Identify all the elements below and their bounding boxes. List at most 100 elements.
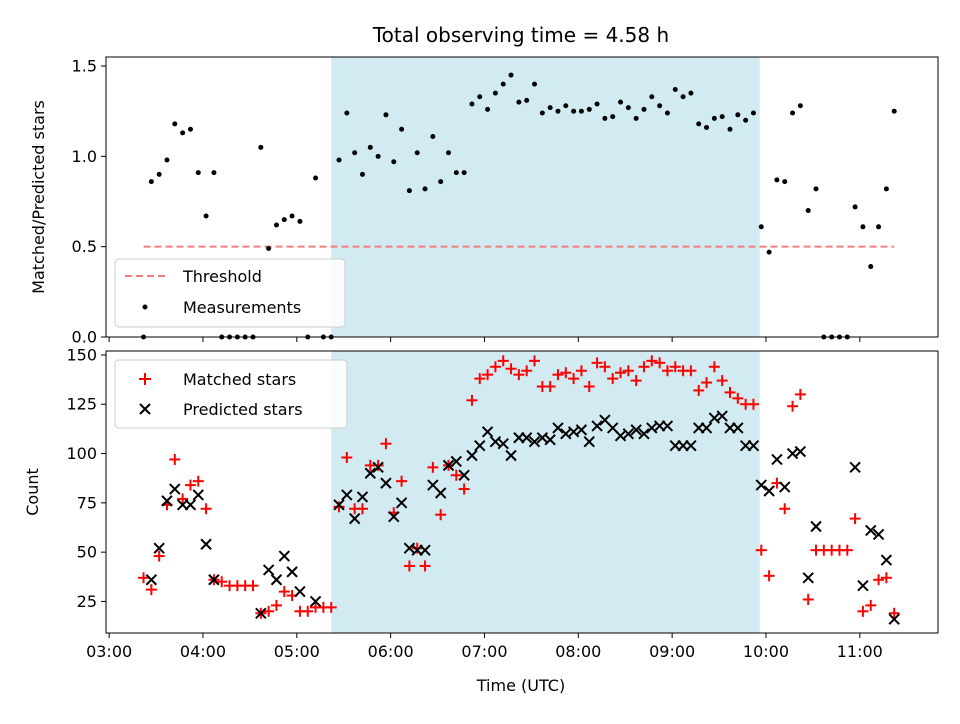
ratio-legend-box: [114, 258, 346, 328]
observing-interval-shade-bottom: [331, 351, 760, 633]
predicted-stars-point: [872, 528, 885, 541]
measurement-point: [618, 99, 624, 105]
predicted-stars-point: [528, 436, 541, 448]
matched-stars-point: [693, 384, 705, 396]
x-tick-label: 06:00: [368, 642, 414, 661]
measurement-point: [273, 222, 279, 228]
matched-stars-point: [630, 375, 642, 387]
matched-stars-point: [403, 560, 415, 572]
matched-stars-point: [356, 503, 368, 515]
measurement-point: [211, 170, 217, 176]
measurement-point: [180, 130, 186, 136]
measurements-series: [141, 72, 897, 340]
measurement-point: [641, 106, 647, 112]
measurement-point: [727, 126, 733, 132]
measurement-point: [555, 108, 561, 114]
measurement-point: [711, 115, 717, 121]
matched-stars-point: [560, 367, 572, 379]
matched-stars-point: [591, 357, 603, 369]
matched-stars-point: [747, 398, 759, 410]
predicted-stars-point: [145, 574, 158, 586]
measurement-point: [610, 114, 616, 120]
measurement-point: [477, 94, 483, 100]
matched-stars-point: [270, 599, 282, 611]
predicted-stars-point: [262, 564, 275, 576]
matched-stars-point: [880, 572, 892, 584]
predicted-stars-point: [591, 420, 603, 432]
measurement-point: [399, 126, 405, 132]
measurement-point: [195, 170, 201, 176]
predicted-stars-point: [857, 579, 869, 592]
matched-stars-point: [755, 544, 767, 556]
matched-stars-point: [607, 373, 619, 385]
measurement-point: [508, 72, 514, 78]
matched-stars-point: [802, 593, 814, 605]
measurement-point: [750, 110, 756, 116]
measurement-point: [258, 144, 264, 150]
measurement-point: [797, 103, 803, 109]
matched-stars-point: [411, 542, 423, 554]
measurements-legend-swatch: [142, 304, 148, 310]
matched-stars-point: [325, 601, 337, 613]
threshold-legend-label: Threshold: [182, 267, 262, 286]
matched-stars-point: [153, 550, 165, 562]
matched-stars-point: [341, 451, 353, 463]
measurement-point: [704, 124, 710, 130]
predicted-stars-point: [865, 524, 877, 537]
matched-stars-point: [599, 361, 611, 373]
measurement-point: [367, 144, 373, 150]
count-legend-box: [114, 359, 348, 429]
predicted-stars-point: [849, 461, 861, 474]
count-panel: 25 50 75 100 125 150 03:00 04:00 05:00 06:00 07:0…: [23, 345, 939, 695]
predicted-stars-point: [380, 477, 392, 489]
predicted-stars-point: [294, 585, 306, 598]
measurement-point: [430, 133, 436, 139]
predicted-stars-point: [348, 512, 361, 525]
measurement-point: [586, 106, 592, 112]
predicted-stars-point: [341, 489, 353, 501]
matched-stars-point: [216, 576, 228, 588]
x-tick-label: 05:00: [274, 642, 320, 661]
predicted-stars-point: [255, 607, 267, 619]
predicted-stars-point: [466, 449, 478, 462]
measurement-point: [391, 159, 397, 165]
matched-stars-point: [568, 373, 580, 385]
matched-stars-point: [263, 605, 275, 617]
predicted-stars-point: [497, 437, 509, 450]
measurement-point: [602, 115, 608, 121]
matched-stars-point: [529, 355, 541, 367]
x-tick-label: 08:00: [555, 642, 601, 661]
matched-stars-point: [661, 365, 673, 377]
ratio-y-tick-label: 1.5: [72, 57, 97, 76]
x-tick-label: 04:00: [180, 642, 226, 661]
measurement-point: [563, 103, 569, 109]
predicted-stars-point: [161, 495, 173, 507]
predicted-stars-point: [153, 542, 165, 554]
count-marks: [138, 355, 900, 625]
measurement-point: [625, 105, 631, 111]
matched-stars-point: [192, 475, 204, 487]
matched-stars-point: [372, 459, 384, 471]
matched-stars-point: [622, 365, 634, 377]
ratio-y-tick-label: 0.0: [72, 328, 97, 347]
matched-stars-point: [708, 361, 720, 373]
measurement-point: [524, 97, 530, 103]
matched-stars-point: [544, 380, 556, 392]
predicted-stars-legend-label: Predicted stars: [183, 400, 303, 419]
matched-stars-point: [145, 584, 157, 596]
matched-stars-point: [333, 501, 345, 513]
count-y-tick-label: 25: [77, 592, 97, 611]
predicted-stars-point: [732, 422, 744, 434]
matched-stars-point: [466, 394, 478, 406]
predicted-stars-point: [544, 434, 556, 446]
measurement-point: [344, 110, 350, 116]
measurement-point: [203, 213, 209, 219]
matched-stars-point: [247, 580, 259, 592]
predicted-stars-legend-swatch: [139, 403, 151, 415]
predicted-stars-point: [552, 422, 564, 434]
count-x-axis: 03:00 04:00 05:00 06:00 07:00 08:00 09:00 10:00…: [86, 633, 883, 661]
predicted-stars-point: [270, 574, 283, 586]
measurement-point: [313, 175, 319, 181]
predicted-stars-point: [333, 499, 345, 511]
measurement-point: [289, 213, 295, 219]
